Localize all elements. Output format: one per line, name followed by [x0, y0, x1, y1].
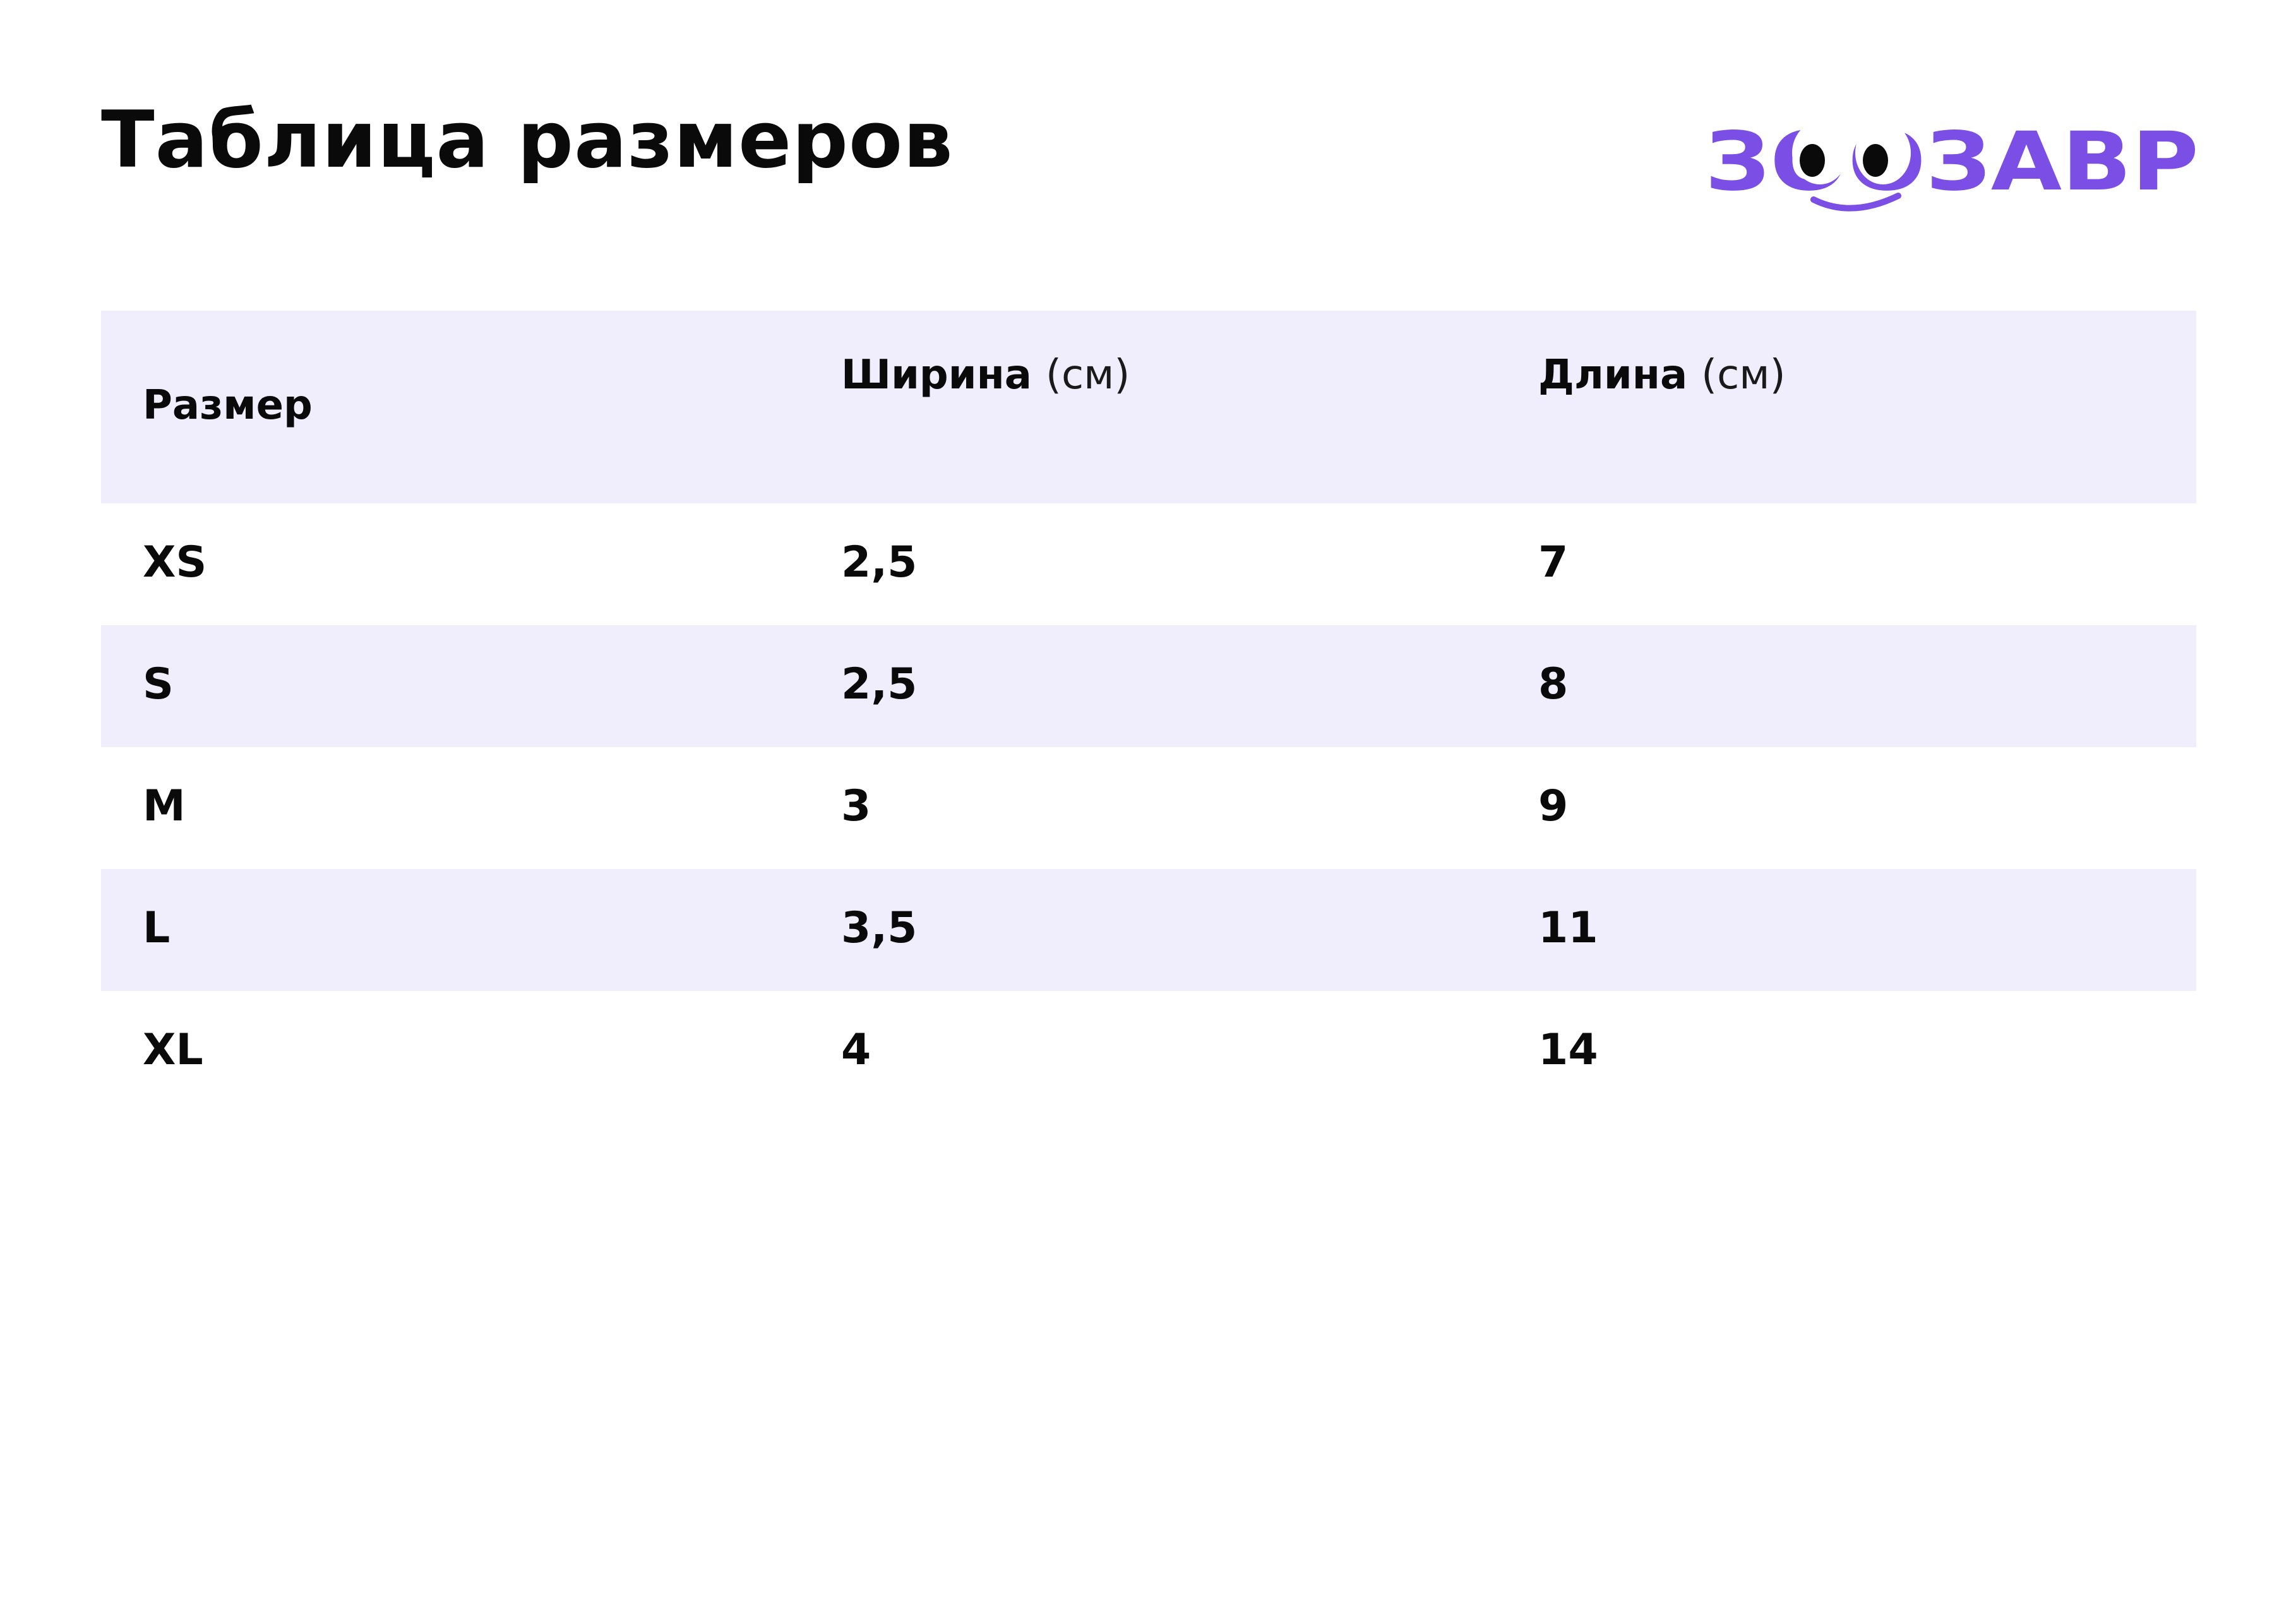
size-cell: XS — [101, 503, 799, 625]
width-value: 2,5 — [841, 659, 918, 709]
logo-smile-icon — [1810, 193, 1901, 212]
size-table: Размер Ширина (см) Длина (см) XS 2,5 7 S 2… — [101, 311, 2196, 1113]
header-width-wrap: Ширина (см) — [841, 355, 1130, 395]
width-value: 2,5 — [841, 537, 918, 587]
header-length-unit: (см) — [1701, 352, 1786, 399]
zoozavr-logo: ЗООЗАВР — [1705, 115, 2199, 212]
length-cell: 7 — [1497, 503, 2196, 625]
length-cell: 9 — [1497, 747, 2196, 869]
width-cell: 3 — [799, 747, 1497, 869]
table-row: XS 2,5 7 — [101, 503, 2196, 625]
size-cell: M — [101, 747, 799, 869]
size-value: M — [143, 781, 186, 831]
width-cell: 2,5 — [799, 625, 1497, 747]
size-value: S — [143, 659, 174, 709]
header-length-label: Длина — [1538, 352, 1688, 399]
header-length-wrap: Длина (см) — [1538, 355, 1786, 395]
header-size-label: Размер — [143, 382, 313, 429]
header-width-label: Ширина — [841, 352, 1032, 399]
length-value: 8 — [1538, 659, 1569, 709]
table-row: L 3,5 11 — [101, 869, 2196, 991]
length-cell: 8 — [1497, 625, 2196, 747]
width-value: 3 — [841, 781, 871, 831]
table-row: S 2,5 8 — [101, 625, 2196, 747]
header-cell-length: Длина (см) — [1497, 311, 2196, 503]
header-cell-size: Размер — [101, 311, 799, 503]
table-row: XL 4 14 — [101, 991, 2196, 1113]
length-value: 11 — [1538, 903, 1598, 953]
header-width-unit: (см) — [1045, 352, 1130, 399]
table-header-row: Размер Ширина (см) Длина (см) — [101, 311, 2196, 503]
size-cell: XL — [101, 991, 799, 1113]
length-cell: 14 — [1497, 991, 2196, 1113]
size-value: L — [143, 903, 170, 953]
size-cell: L — [101, 869, 799, 991]
logo-pupil-right-icon — [1863, 144, 1888, 177]
width-value: 3,5 — [841, 903, 918, 953]
length-cell: 11 — [1497, 869, 2196, 991]
length-value: 9 — [1538, 781, 1569, 831]
length-value: 7 — [1538, 537, 1569, 587]
page-title: Таблица размеров — [101, 95, 954, 186]
width-cell: 2,5 — [799, 503, 1497, 625]
table-row: M 3 9 — [101, 747, 2196, 869]
width-cell: 3,5 — [799, 869, 1497, 991]
logo-text: ЗООЗАВР — [1705, 115, 2199, 209]
logo-pupil-left-icon — [1800, 144, 1825, 177]
width-cell: 4 — [799, 991, 1497, 1113]
length-value: 14 — [1538, 1025, 1598, 1075]
size-cell: S — [101, 625, 799, 747]
size-value: XL — [143, 1025, 203, 1075]
width-value: 4 — [841, 1025, 871, 1075]
size-value: XS — [143, 537, 207, 587]
header-cell-width: Ширина (см) — [799, 311, 1497, 503]
